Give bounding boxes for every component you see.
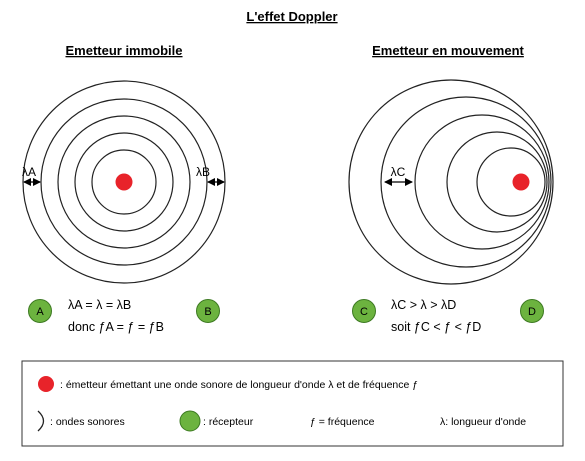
receiver-c-label: C [360,306,368,318]
wavelength-label-b: λB [196,165,210,179]
legend-receiver-icon [179,410,201,432]
receiver-a-label: A [36,306,44,318]
receiver-d-label: D [528,306,536,318]
wavelength-label-a: λA [22,165,36,179]
left-equation-line2: donc ƒA = ƒ = ƒB [68,320,164,334]
moving-wavefront-4 [446,131,548,233]
right-equation-line2: soit ƒC < ƒ < ƒD [391,320,481,334]
right-panel-heading: Emetteur en mouvement [372,43,524,58]
right-equation-line1: λC > λ > λD [391,298,456,312]
left-panel-heading: Emetteur immobile [65,43,182,58]
wavefront-3 [57,115,191,249]
legend-emitter-text: : émetteur émettant une onde sonore de l… [60,379,418,391]
moving-emitter [512,173,530,191]
left-equation-line1: λA = λ = λB [68,298,131,312]
moving-wavefront-2 [380,96,552,268]
moving-wavefront-3 [414,114,550,250]
receiver-a [28,299,52,323]
diagram-title: L'effet Doppler [246,9,337,24]
legend-box [21,360,564,447]
legend-wave-icon [37,410,45,432]
moving-wavefronts [348,79,554,285]
receiver-d [520,299,544,323]
legend-waves-text: : ondes sonores [50,416,125,428]
wavelength-label-c: λC [391,165,406,179]
receiver-b-label: B [204,306,211,318]
wavefront-4 [74,132,174,232]
legend-frequency-text: ƒ = fréquence [310,416,375,428]
moving-wavefront-1 [348,79,554,285]
receiver-c [352,299,376,323]
stationary-emitter [115,173,133,191]
wavefront-5 [91,149,157,215]
legend-receiver-text: : récepteur [203,416,254,428]
legend-wavelength-text: λ: longueur d'onde [440,416,526,428]
legend-emitter-icon [38,376,54,392]
receiver-b [196,299,220,323]
stationary-wavefronts [22,80,226,284]
moving-wavefront-5 [476,147,546,217]
